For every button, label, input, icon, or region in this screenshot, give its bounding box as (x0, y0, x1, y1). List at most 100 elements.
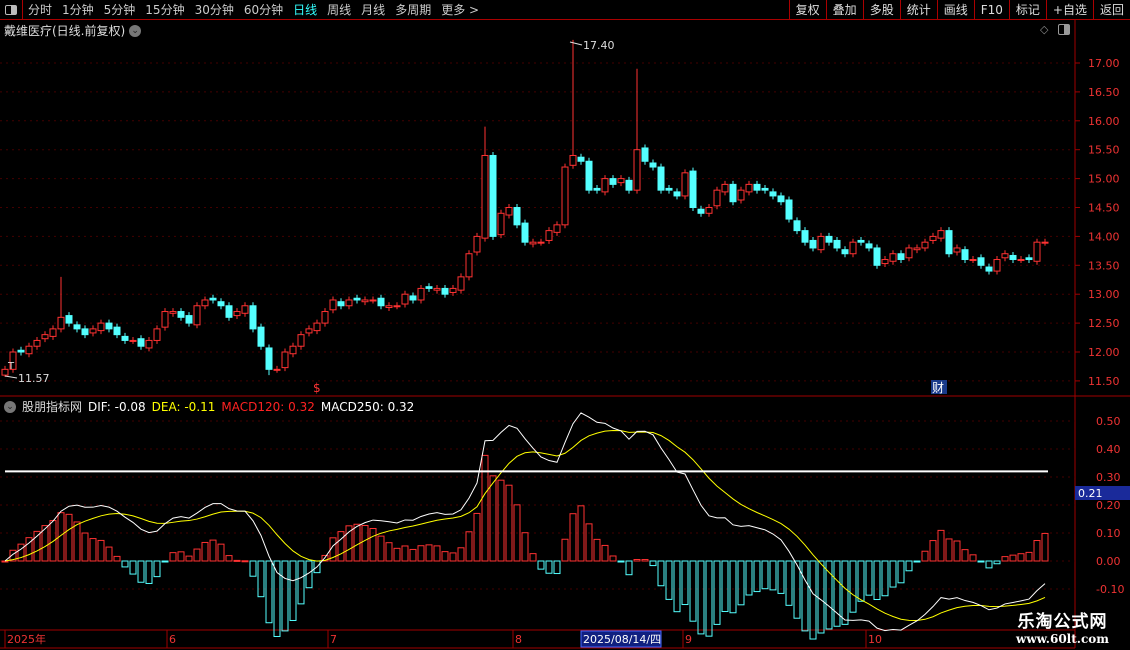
candle-body (977, 257, 985, 266)
macd-bar (145, 560, 153, 584)
period-tab[interactable]: 5分钟 (103, 2, 136, 17)
macd-bar (473, 512, 481, 562)
macd-bar (457, 547, 465, 562)
macd-bar (129, 560, 137, 575)
macd-bar (745, 560, 753, 596)
candle-body (161, 311, 169, 328)
candle-body (409, 295, 417, 301)
candle-body (673, 191, 681, 197)
macd-bar (985, 560, 993, 569)
period-tab[interactable]: 多周期 (395, 2, 432, 17)
macd-bar (681, 560, 689, 606)
chevron-down-icon[interactable]: ⌄ (129, 24, 142, 37)
candle-body (593, 187, 601, 191)
macd-bar (481, 454, 489, 562)
candle-body (129, 339, 137, 342)
candle-body (49, 328, 57, 337)
candle-body (473, 235, 481, 253)
dividend-marker: $ (313, 381, 321, 395)
period-tab[interactable]: 60分钟 (243, 2, 284, 17)
period-tab[interactable]: 周线 (327, 2, 352, 17)
finance-marker-bg (931, 380, 947, 394)
toolbar-button[interactable]: 画线 (936, 0, 974, 20)
macd-bar (1009, 554, 1017, 562)
candle-body (393, 305, 401, 308)
candle-body (993, 259, 1001, 272)
macd-bar (521, 532, 529, 562)
panel-icon[interactable] (1058, 24, 1070, 35)
dif-line (4, 412, 1046, 632)
period-tab[interactable]: 日线 (293, 2, 318, 17)
period-tab[interactable]: 更多 > (441, 2, 480, 17)
candle-body (641, 147, 649, 162)
candle-body (449, 287, 457, 293)
candle-body (89, 328, 97, 334)
macd-bar (945, 538, 953, 562)
candle-body (505, 207, 513, 216)
toolbar-button[interactable]: 标记 (1008, 0, 1046, 20)
candle-body (1, 368, 9, 376)
macd-bar (569, 513, 577, 562)
candle-body (17, 349, 25, 353)
candle-body (65, 315, 73, 324)
macd-bar (17, 543, 25, 562)
macd-bar (273, 560, 281, 637)
dif-value: DIF: -0.08 (88, 399, 146, 414)
macd-bar (169, 552, 177, 562)
candle-body (849, 241, 857, 255)
candle-body (249, 305, 257, 330)
macd-bar (817, 560, 825, 634)
candle-body (825, 235, 833, 243)
macd-tick-label: 0.40 (1096, 443, 1121, 456)
watermark-url: www.60lt.com (1016, 632, 1109, 646)
candle-body (769, 191, 777, 197)
period-tab[interactable]: 月线 (361, 2, 386, 17)
candle-body (601, 178, 609, 193)
candle-body (617, 178, 625, 184)
candle-body (945, 230, 953, 255)
macd-bar (369, 528, 377, 562)
candle-body (137, 338, 145, 347)
period-tab[interactable]: 1分钟 (62, 2, 94, 17)
candle-body (625, 179, 633, 191)
panel-toggle-button[interactable] (0, 0, 23, 20)
candle-body (777, 195, 785, 203)
macd-bar (97, 539, 105, 562)
macd-bar (633, 558, 641, 562)
macd-bar (33, 530, 41, 562)
candle-body (881, 259, 889, 265)
period-tab[interactable]: 15分钟 (145, 2, 185, 17)
macd-bar (65, 513, 73, 562)
period-tab[interactable]: 分时 (28, 2, 53, 17)
candle-body (1001, 253, 1009, 259)
macd-bar (49, 520, 57, 562)
macd-bar (217, 543, 225, 562)
toolbar-button[interactable]: 统计 (899, 0, 937, 20)
candle-body (897, 253, 905, 261)
toolbar-button[interactable]: 复权 (788, 0, 826, 20)
diamond-icon[interactable]: ◇ (1040, 23, 1049, 36)
candle-body (953, 247, 961, 253)
macd-bar (513, 504, 521, 562)
high-price-label: 17.40 (583, 39, 615, 52)
toolbar-button[interactable]: 叠加 (825, 0, 863, 20)
macd-bar (913, 560, 921, 563)
macd-bar (761, 560, 769, 590)
toolbar-button[interactable]: +自选 (1045, 0, 1093, 20)
period-tab[interactable]: 30分钟 (194, 2, 234, 17)
toolbar-button[interactable]: 多股 (862, 0, 900, 20)
candle-body (337, 301, 345, 307)
macd-bar (249, 560, 257, 577)
macd-bar (873, 560, 881, 601)
date-label: 6 (169, 633, 176, 646)
toolbar-button[interactable]: 返回 (1092, 0, 1130, 20)
chevron-down-icon[interactable]: ⌄ (4, 400, 16, 413)
macd-bar (489, 475, 497, 562)
macd-bar (673, 560, 681, 613)
candle-body (561, 166, 569, 226)
low-price-label: 11.57 (18, 372, 50, 385)
price-tick-label: 15.50 (1088, 144, 1120, 157)
macd-bar (105, 546, 113, 562)
toolbar-button[interactable]: F10 (973, 0, 1009, 20)
